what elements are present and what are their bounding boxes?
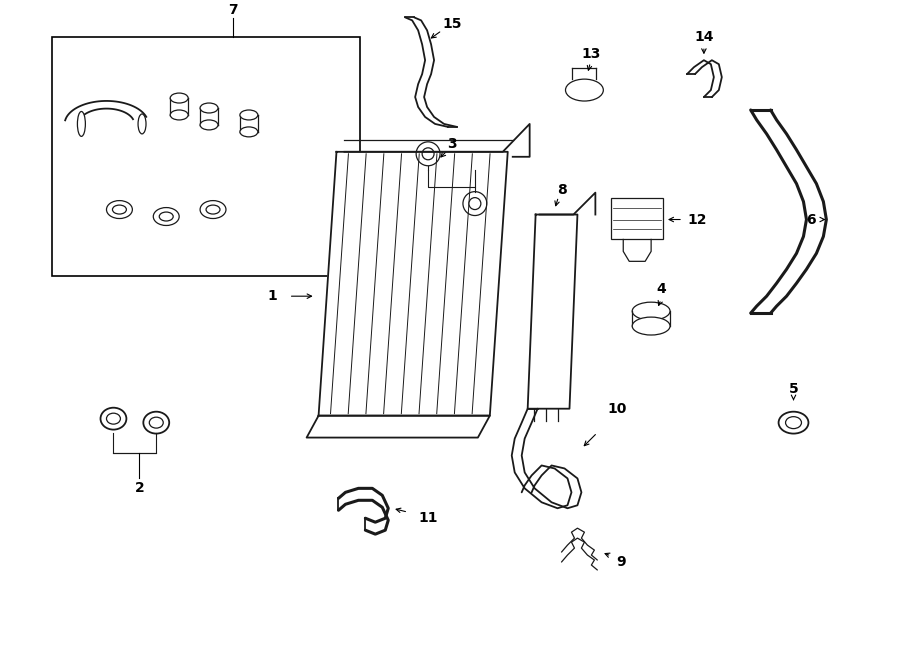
Text: 9: 9 [616,555,626,569]
Circle shape [422,148,434,160]
Text: 14: 14 [694,30,714,44]
Text: 1: 1 [268,289,277,303]
Ellipse shape [138,114,146,134]
Text: 7: 7 [228,3,238,17]
Ellipse shape [240,127,257,137]
Circle shape [416,142,440,166]
Polygon shape [307,416,490,438]
Ellipse shape [206,205,220,214]
Circle shape [463,192,487,215]
Ellipse shape [112,205,126,214]
Ellipse shape [143,412,169,434]
Ellipse shape [200,200,226,219]
Text: 3: 3 [447,137,457,151]
Text: 2: 2 [134,481,144,495]
Text: 13: 13 [581,47,601,61]
Ellipse shape [632,302,670,320]
Ellipse shape [101,408,126,430]
Ellipse shape [159,212,173,221]
Ellipse shape [106,200,132,219]
Ellipse shape [153,208,179,225]
Polygon shape [319,152,508,416]
Ellipse shape [106,413,121,424]
Ellipse shape [632,317,670,335]
Ellipse shape [200,120,218,130]
Text: 10: 10 [608,402,627,416]
Circle shape [469,198,481,210]
Bar [611,198,663,239]
Text: 11: 11 [418,511,437,525]
Ellipse shape [240,110,257,120]
Polygon shape [527,215,578,408]
Text: 5: 5 [788,382,798,396]
Ellipse shape [77,112,86,136]
Ellipse shape [786,416,802,428]
Ellipse shape [149,417,163,428]
Text: 8: 8 [556,182,566,196]
Ellipse shape [170,110,188,120]
Ellipse shape [200,103,218,113]
Text: 4: 4 [656,282,666,296]
Ellipse shape [170,93,188,103]
Text: 6: 6 [806,213,815,227]
Bar [51,37,360,276]
Text: 15: 15 [442,17,462,31]
Ellipse shape [778,412,808,434]
Text: 12: 12 [688,213,706,227]
Ellipse shape [565,79,603,101]
